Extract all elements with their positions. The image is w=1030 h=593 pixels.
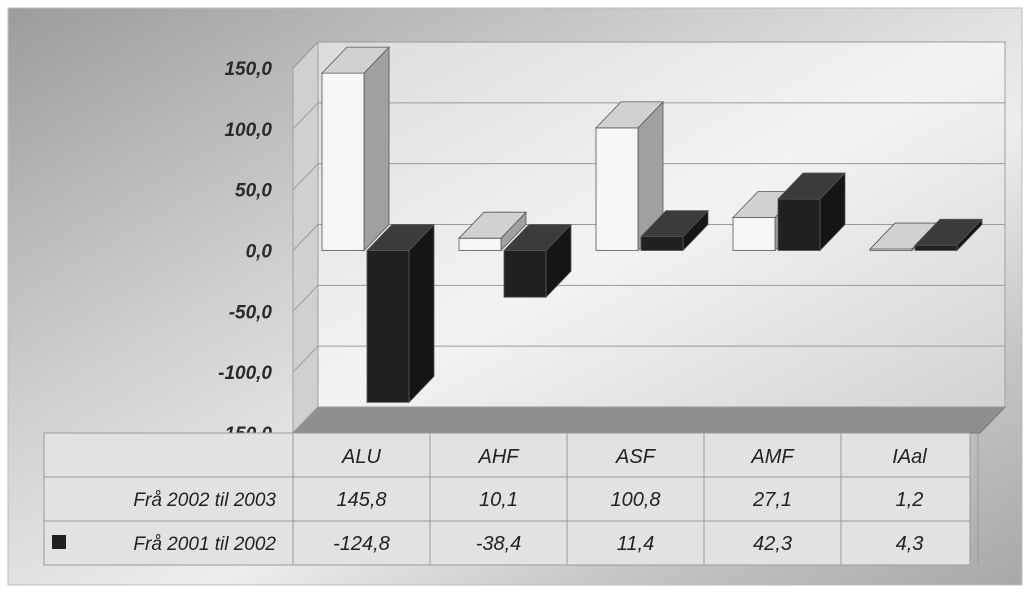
- bar: [732, 217, 776, 251]
- category-label: ALU: [341, 446, 381, 468]
- bar: [777, 198, 821, 251]
- category-label: AHF: [478, 446, 521, 468]
- bar-group: [914, 218, 983, 252]
- bar-group: [321, 46, 390, 252]
- data-table: ALU AHF ASF AMF IAal Frå 2002 til 2003 145,8 10…: [43, 432, 979, 566]
- bar: [366, 250, 410, 403]
- legend-swatch: [52, 535, 66, 549]
- y-tick-label: 50,0: [235, 181, 272, 202]
- bar-group: [366, 223, 435, 404]
- bar-group: [777, 172, 846, 252]
- table-cell: 100,8: [610, 489, 660, 511]
- table-cell: 27,1: [752, 489, 792, 511]
- y-tick-label: -50,0: [229, 302, 273, 323]
- gridline-side: [292, 224, 319, 251]
- bar: [321, 72, 365, 251]
- gridline-side: [292, 284, 319, 312]
- bar-top: [366, 224, 435, 251]
- bar-group: [595, 100, 664, 252]
- table-cell: -38,4: [476, 533, 522, 555]
- bar-top: [595, 101, 664, 129]
- gridline-side: [292, 163, 319, 191]
- bar-group: [640, 209, 709, 252]
- bar-side: [408, 223, 435, 404]
- y-tick-label: 150,0: [224, 59, 272, 80]
- gridline-side: [292, 345, 319, 373]
- table-cell: 10,1: [479, 489, 518, 511]
- bar-top: [914, 218, 983, 246]
- table-cell: 4,3: [896, 533, 924, 555]
- data-table-background: [43, 432, 971, 566]
- bar-group: [458, 211, 527, 252]
- bar-group: [503, 223, 572, 299]
- bars: [321, 46, 983, 404]
- table-cell: 145,8: [336, 489, 386, 511]
- series-label: Frå 2002 til 2003: [133, 490, 276, 511]
- gridlines: [292, 41, 1005, 434]
- table-cell: 1,2: [896, 489, 924, 511]
- series-label: Frå 2001 til 2002: [133, 534, 276, 555]
- bar-side: [363, 46, 390, 252]
- bar-top: [503, 224, 572, 251]
- category-label: AMF: [750, 446, 795, 468]
- y-tick-label: 100,0: [224, 120, 272, 141]
- plot-floor: [291, 406, 1007, 434]
- y-tick-label: 0,0: [246, 242, 273, 263]
- bar: [914, 244, 958, 251]
- bar-top: [777, 172, 846, 200]
- gridline-side: [292, 41, 319, 69]
- table-grid: [44, 433, 979, 565]
- bar-top: [458, 211, 527, 239]
- gridline-side: [292, 102, 319, 130]
- gridline-side: [292, 406, 319, 434]
- bar: [640, 236, 684, 251]
- table-text: ALU AHF ASF AMF IAal Frå 2002 til 2003 145,8 10…: [52, 446, 927, 555]
- category-label: IAal: [892, 446, 927, 468]
- table-cell: 42,3: [753, 533, 792, 555]
- category-label: ASF: [615, 446, 657, 468]
- bar-top: [640, 210, 709, 238]
- y-tick-label: -100,0: [218, 363, 272, 384]
- bar: [595, 127, 639, 251]
- bar: [458, 237, 502, 251]
- table-cell: 11,4: [617, 533, 654, 555]
- bar-top: [321, 46, 390, 74]
- table-cell: -124,8: [333, 533, 390, 555]
- bar: [503, 250, 547, 298]
